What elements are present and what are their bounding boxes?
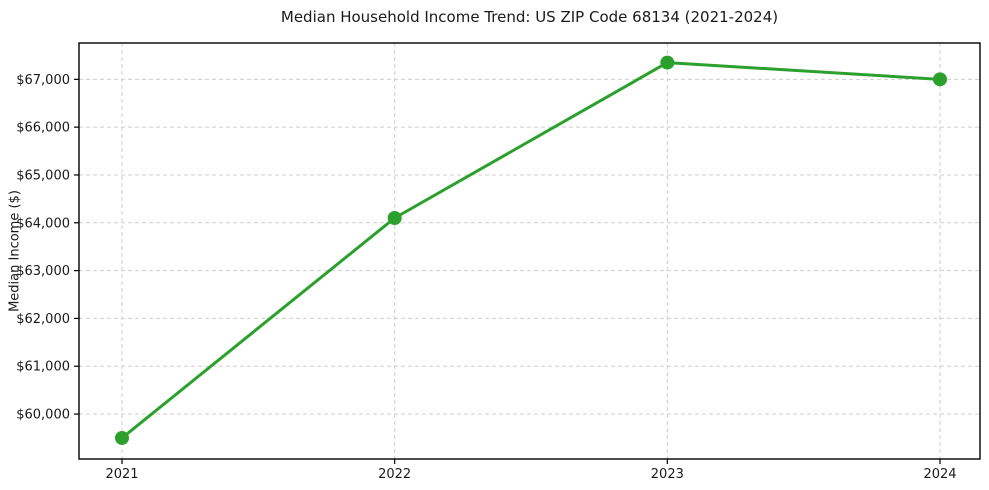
axes-spines xyxy=(78,42,981,460)
y-tick-label: $62,000 xyxy=(16,312,70,327)
data-point-marker xyxy=(115,430,129,445)
x-tick-label: 2024 xyxy=(923,467,956,482)
x-tick-label: 2022 xyxy=(378,467,411,482)
y-tick-label: $67,000 xyxy=(16,73,70,88)
data-point-marker xyxy=(387,211,402,226)
chart-title: Median Household Income Trend: US ZIP Co… xyxy=(280,8,779,26)
income-trend-line xyxy=(120,61,942,440)
y-tick-label: $66,000 xyxy=(16,121,70,136)
y-tick-label: $60,000 xyxy=(16,408,70,423)
data-point-marker xyxy=(933,72,947,87)
y-tick-label: $64,000 xyxy=(16,216,70,231)
x-tick-label: 2021 xyxy=(105,467,138,482)
y-axis-label: Median Income ($) xyxy=(7,190,23,312)
x-tick-label: 2023 xyxy=(651,467,684,482)
y-tick-label: $63,000 xyxy=(16,264,70,279)
y-tick-label: $61,000 xyxy=(16,360,70,375)
data-point-marker xyxy=(660,55,675,70)
y-tick-label: $65,000 xyxy=(16,168,70,183)
